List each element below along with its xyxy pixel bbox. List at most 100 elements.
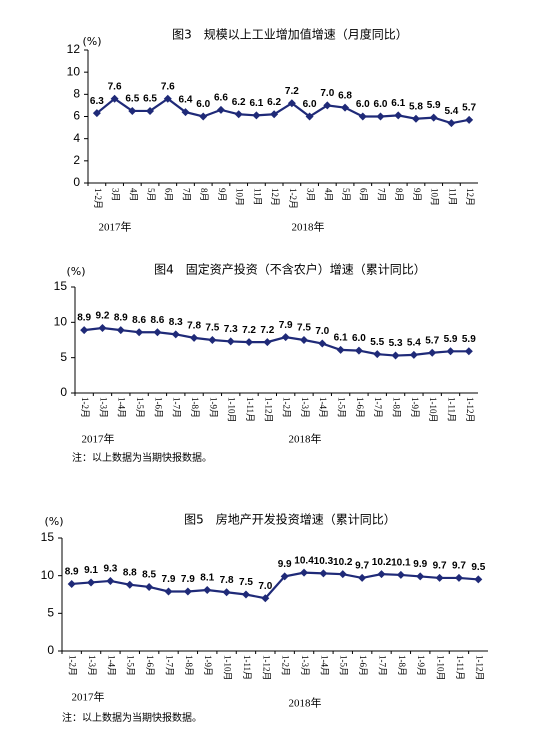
marker (358, 112, 367, 121)
value-label: 5.4 (407, 337, 421, 348)
marker (396, 570, 405, 579)
x-tick-label: 1-6月 (355, 397, 365, 418)
value-label: 10.4 (294, 555, 314, 566)
value-label: 7.8 (187, 321, 201, 332)
x-tick-label: 10月 (235, 188, 245, 206)
marker (181, 108, 190, 117)
marker (373, 350, 382, 359)
value-label: 10.2 (372, 557, 392, 568)
marker (153, 328, 162, 337)
value-label: 9.5 (471, 562, 485, 573)
marker (135, 328, 144, 337)
x-tick-label: 1-2月 (281, 655, 291, 676)
y-tick-label: 8 (73, 87, 80, 101)
value-label: 10.3 (314, 556, 334, 567)
x-tick-label: 1-3月 (300, 397, 310, 418)
marker (281, 333, 290, 342)
x-tick-label: 1-10月 (227, 397, 237, 423)
x-tick-label: 1-4月 (318, 397, 328, 418)
value-label: 7.2 (285, 86, 299, 97)
marker (252, 111, 261, 120)
value-label: 9.7 (452, 561, 466, 572)
x-tick-label: 1-3月 (300, 655, 310, 676)
value-label: 9.3 (103, 564, 117, 575)
y-tick-label: 0 (60, 385, 67, 399)
x-tick-label: 1-3月 (87, 655, 97, 676)
value-label: 6.3 (90, 96, 104, 107)
y-unit: (%) (66, 265, 85, 278)
x-tick-label: 7月 (376, 188, 386, 202)
marker (80, 326, 89, 335)
x-tick-label: 5月 (146, 188, 156, 202)
marker (92, 109, 101, 118)
note: 注：以上数据为当期快报数据。 (72, 451, 212, 464)
x-tick-label: 1-5月 (339, 655, 349, 676)
x-tick-label: 1-12月 (263, 397, 273, 423)
value-label: 7.9 (181, 574, 195, 585)
value-label: 6.1 (334, 333, 348, 344)
value-label: 8.3 (169, 317, 183, 328)
chart-title: 图3 规模以上工业增加值增速（月度同比） (172, 27, 408, 42)
x-tick-label: 1-12月 (261, 655, 271, 681)
x-tick-label: 1-11月 (446, 397, 456, 422)
year-label: 2017年 (72, 690, 105, 704)
marker (446, 347, 455, 356)
value-label: 8.1 (200, 573, 214, 584)
x-tick-label: 1-5月 (126, 655, 136, 676)
x-tick-label: 10月 (430, 188, 440, 206)
y-tick-label: 0 (47, 643, 54, 657)
value-label: 9.7 (433, 561, 447, 572)
value-label: 7.2 (260, 325, 274, 336)
x-tick-label: 1-6月 (145, 655, 155, 676)
x-tick-label: 1-7月 (373, 397, 383, 418)
marker (299, 336, 308, 344)
y-unit: (%) (44, 515, 63, 528)
marker (216, 105, 225, 114)
value-label: 5.5 (370, 337, 384, 348)
x-tick-label: 1-7月 (377, 655, 387, 676)
value-label: 6.2 (267, 97, 281, 108)
x-tick-label: 1-8月 (397, 655, 407, 676)
marker (270, 110, 279, 119)
x-tick-label: 6月 (164, 188, 174, 202)
y-tick-label: 4 (73, 131, 80, 145)
marker (454, 573, 463, 582)
chart-title: 图5 房地产开发投资增速（累计同比） (184, 512, 396, 527)
marker (411, 114, 420, 123)
y-tick-label: 15 (41, 530, 55, 544)
value-label: 5.4 (444, 106, 458, 117)
value-label: 7.5 (297, 323, 311, 334)
value-label: 6.0 (356, 99, 370, 110)
y-tick-label: 12 (67, 42, 81, 56)
marker (241, 590, 250, 599)
value-label: 6.4 (179, 95, 193, 106)
marker (391, 351, 400, 360)
value-label: 7.5 (239, 577, 253, 588)
x-tick-label: 1-12月 (465, 397, 475, 423)
x-tick-label: 12月 (465, 188, 475, 206)
value-label: 7.3 (224, 324, 238, 335)
line (96, 97, 470, 125)
marker (245, 338, 254, 347)
marker (409, 350, 418, 359)
value-label: 6.8 (338, 90, 352, 101)
y-tick-label: 6 (73, 109, 80, 123)
year-label: 2017年 (99, 220, 132, 234)
x-tick-label: 1-4月 (117, 397, 127, 418)
y-tick-label: 10 (54, 315, 68, 329)
marker (465, 115, 474, 124)
value-label: 9.1 (84, 565, 98, 576)
x-tick-label: 1-9月 (203, 655, 213, 676)
x-tick-label: 1-7月 (164, 655, 174, 676)
marker (377, 570, 386, 579)
value-label: 7.6 (161, 81, 175, 92)
marker (222, 588, 231, 597)
x-tick-label: 8月 (199, 188, 209, 202)
value-label: 7.9 (279, 320, 293, 331)
marker (428, 348, 437, 357)
x-tick-label: 1-9月 (410, 397, 420, 418)
marker (336, 345, 345, 354)
value-label: 9.9 (413, 559, 427, 570)
x-tick-label: 1-4月 (106, 655, 116, 676)
